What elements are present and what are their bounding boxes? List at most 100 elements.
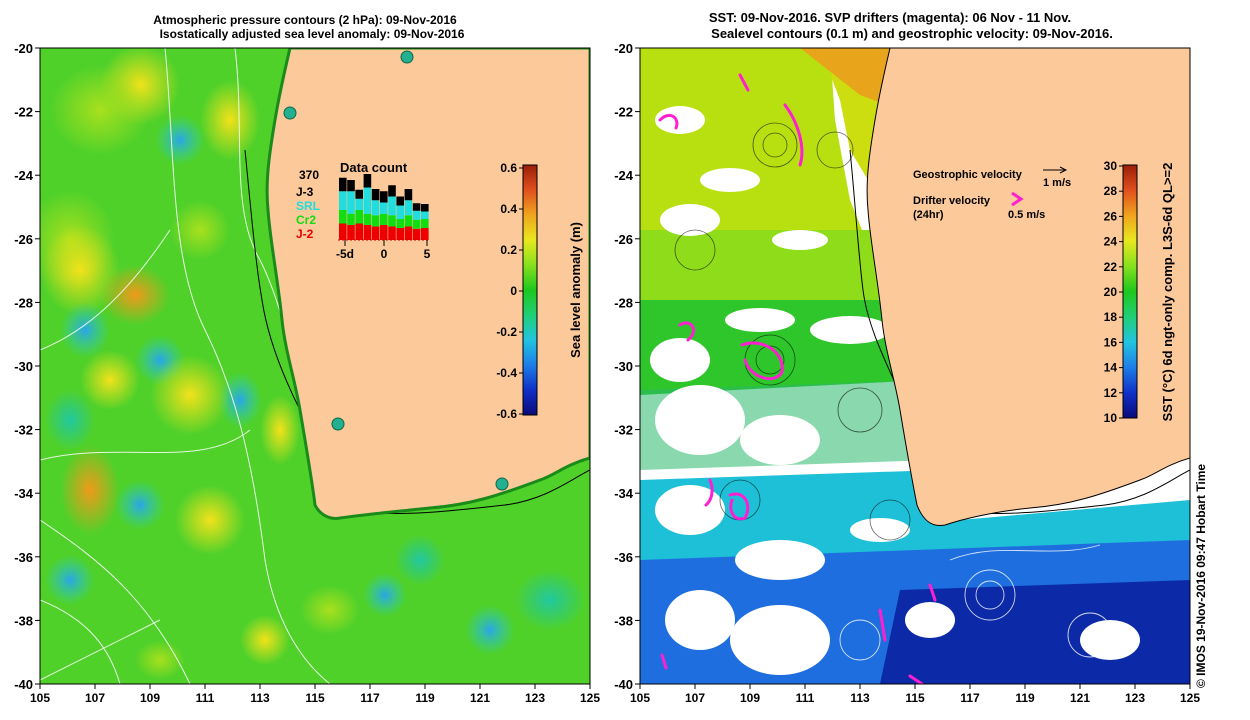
- data-count-bar-srl: [380, 202, 388, 214]
- sst-tick-label: 22: [1104, 260, 1118, 274]
- data-count-bar-cr2: [388, 215, 396, 227]
- right-lon-label: 115: [905, 691, 925, 705]
- sst-tick-label: 24: [1104, 235, 1118, 249]
- svp-drifter-tracks: [658, 73, 937, 684]
- right-lon-label: 113: [850, 691, 870, 705]
- data-count-bar-j2: [388, 226, 396, 240]
- data-count-bar-j2: [412, 228, 421, 240]
- data-count-bar-cr2: [347, 213, 355, 225]
- left-lat-label: -26: [14, 232, 33, 247]
- left-lon-label: 109: [140, 691, 160, 705]
- left-lat-label: -20: [14, 41, 33, 56]
- right-lat-label: -36: [614, 550, 633, 565]
- data-count-bar-j2: [339, 223, 347, 240]
- data-count-bar-j3: [339, 177, 347, 192]
- right-lon-label: 109: [740, 691, 760, 705]
- data-count-bar-j3: [355, 189, 363, 199]
- right-lon-label: 117: [960, 691, 980, 705]
- data-count-bar-srl: [347, 191, 355, 214]
- cloud-gaps: [650, 106, 1140, 675]
- data-count-bar-cr2: [380, 213, 388, 225]
- left-title-line2: Isostatically adjusted sea level anomaly…: [160, 27, 465, 41]
- left-lon-label: 123: [525, 691, 545, 705]
- sst-tick-label: 30: [1104, 159, 1118, 173]
- left-lat-label: -34: [14, 486, 34, 501]
- data-count-bar-cr2: [421, 219, 429, 228]
- data-count-bar-j2: [404, 226, 413, 240]
- data-count-legend-srl: SRL: [296, 199, 320, 213]
- data-count-x-ticks: -5d 0 5: [336, 240, 431, 261]
- data-count-bar-j3: [388, 185, 396, 197]
- data-count-bar-cr2: [355, 210, 363, 224]
- left-lat-label: -24: [14, 168, 34, 183]
- data-count-legend-j-3: J-3: [296, 185, 314, 199]
- right-lat-label: -24: [614, 168, 634, 183]
- data-count-bar-cr2: [339, 210, 347, 224]
- left-lat-label: -36: [14, 550, 33, 565]
- data-count-bar-j2: [355, 223, 363, 240]
- data-count-bar-srl: [396, 205, 404, 219]
- left-latitude-axis: -20 -22 -24 -26 -28 -30 -32 -34 -36 -38 -40: [14, 41, 40, 692]
- right-lat-label: -20: [614, 41, 633, 56]
- data-count-total: 370: [299, 168, 319, 182]
- data-count-bar-srl: [371, 200, 380, 216]
- data-count-legend-j-2: J-2: [296, 227, 314, 241]
- sst-tick-label: 14: [1104, 361, 1118, 375]
- drifter-velocity-scale: 0.5 m/s: [1008, 209, 1045, 221]
- geostrophic-arrowhead-icon: [1059, 166, 1068, 174]
- left-lon-label: 121: [470, 691, 490, 705]
- data-count-bar-j3: [363, 174, 372, 188]
- left-lon-label: 119: [415, 691, 435, 705]
- sealevel-contours: [839, 544, 1113, 661]
- sst-colorbar-label: SST (°C) 6d ngt-only comp. L3S-6d QL>=2: [1160, 163, 1175, 422]
- right-lon-label: 107: [685, 691, 705, 705]
- left-lat-label: -30: [14, 359, 33, 374]
- right-title-line2: Sealevel contours (0.1 m) and geostrophi…: [711, 26, 1113, 41]
- right-lat-label: -30: [614, 359, 633, 374]
- data-count-bar-j3: [347, 180, 355, 192]
- left-lon-label: 117: [360, 691, 380, 705]
- data-count-bar-srl: [355, 198, 363, 210]
- left-lon-label: 107: [85, 691, 105, 705]
- tide-gauge-markers: [283, 50, 509, 491]
- right-latitude-axis: -20 -22 -24 -26 -28 -30 -32 -34 -36 -38 -40: [614, 41, 640, 692]
- left-lon-label: 113: [250, 691, 270, 705]
- data-count-bar-j3: [380, 191, 388, 203]
- sla-colorbar: 0.6 0.4 0.2 0 -0.2 -0.4 -0.6 Sea level anomaly…: [496, 161, 583, 421]
- data-count-bar-cr2: [396, 219, 404, 228]
- data-count-bars: [339, 174, 429, 240]
- right-lat-label: -34: [614, 486, 634, 501]
- left-longitude-axis: 105 107 109 111 113 115 117 119 121 123 125: [30, 684, 600, 705]
- sla-tick-label: 0.2: [500, 243, 517, 257]
- data-count-legend-cr2: Cr2: [296, 213, 316, 227]
- data-count-bar-srl: [388, 196, 396, 216]
- sst-northwest-band: [640, 48, 870, 250]
- sst-tick-label: 16: [1104, 335, 1118, 349]
- geostrophic-velocity-label: Geostrophic velocity: [913, 169, 1023, 181]
- sst-field: [640, 48, 1190, 684]
- imos-credit: © IMOS 19-Nov-2016 09:47 Hobart Time: [1194, 464, 1208, 688]
- sst-mid-band: [640, 230, 910, 310]
- sla-anomaly-blobs: [40, 48, 585, 680]
- drifter-velocity-label: Drifter velocity: [913, 195, 991, 207]
- right-lon-label: 105: [630, 691, 650, 705]
- left-lat-label: -32: [14, 423, 33, 438]
- sla-tick-label: 0.4: [500, 202, 517, 216]
- data-count-tick-label: 5: [424, 247, 431, 261]
- right-map-panel: SST: 09-Nov-2016. SVP drifters (magenta)…: [614, 10, 1200, 705]
- left-lon-label: 115: [305, 691, 325, 705]
- left-lon-label: 111: [196, 691, 215, 705]
- right-lon-label: 125: [1180, 691, 1200, 705]
- data-count-bar-cr2: [371, 215, 380, 227]
- sea-level-anomaly-field: [40, 48, 590, 684]
- sst-tick-label: 20: [1104, 285, 1118, 299]
- right-lat-label: -22: [614, 105, 633, 120]
- data-count-bar-j3: [371, 189, 380, 201]
- data-count-bar-j3: [404, 189, 413, 201]
- sst-tick-label: 12: [1104, 386, 1118, 400]
- geostrophic-eddies: [674, 122, 911, 541]
- data-count-bar-j2: [347, 225, 355, 240]
- data-count-bar-j2: [421, 228, 429, 240]
